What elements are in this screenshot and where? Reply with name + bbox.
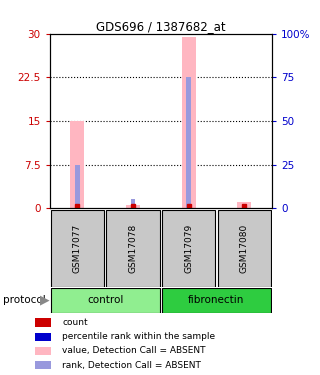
- Bar: [162, 288, 271, 313]
- Text: value, Detection Call = ABSENT: value, Detection Call = ABSENT: [62, 346, 206, 355]
- Text: protocol: protocol: [3, 296, 46, 305]
- Bar: [75, 165, 80, 208]
- Bar: [70, 121, 84, 208]
- Bar: [106, 210, 160, 287]
- Bar: [126, 205, 140, 208]
- Text: fibronectin: fibronectin: [188, 296, 244, 305]
- Text: GSM17079: GSM17079: [184, 224, 193, 273]
- Bar: [51, 288, 160, 313]
- Bar: [182, 37, 196, 208]
- Bar: [218, 210, 271, 287]
- Bar: [131, 200, 135, 208]
- Bar: [51, 210, 104, 287]
- Text: count: count: [62, 318, 88, 327]
- Text: GSM17077: GSM17077: [73, 224, 82, 273]
- Bar: [162, 210, 215, 287]
- Text: ▶: ▶: [40, 294, 50, 307]
- Text: control: control: [87, 296, 124, 305]
- Bar: [237, 202, 251, 208]
- Text: GSM17078: GSM17078: [129, 224, 138, 273]
- Text: GSM17080: GSM17080: [240, 224, 249, 273]
- Bar: [186, 77, 191, 208]
- Text: rank, Detection Call = ABSENT: rank, Detection Call = ABSENT: [62, 361, 201, 370]
- Text: percentile rank within the sample: percentile rank within the sample: [62, 332, 216, 341]
- Title: GDS696 / 1387682_at: GDS696 / 1387682_at: [96, 20, 226, 33]
